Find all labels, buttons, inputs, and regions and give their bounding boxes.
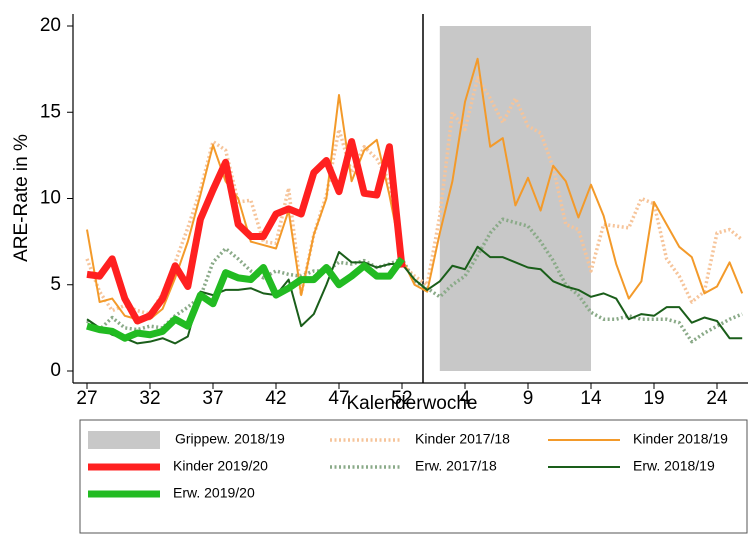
legend-label: Kinder 2019/20 [173, 458, 268, 474]
x-tick-label: 9 [523, 388, 534, 409]
series-line [86, 138, 406, 325]
series-line [86, 256, 405, 342]
y-axis-label: ARE-Rate in % [11, 134, 32, 262]
x-tick-label: 24 [706, 388, 728, 409]
x-tick-label: 14 [580, 388, 602, 409]
legend-box [79, 419, 748, 534]
series-line [85, 76, 744, 316]
x-tick-label: 42 [265, 388, 286, 409]
legend-label: Kinder 2017/18 [415, 431, 510, 447]
shaded-band [439, 26, 591, 371]
x-tick-label: 19 [643, 388, 664, 409]
series-line [86, 57, 744, 321]
x-tick-label: 47 [328, 388, 349, 409]
legend-label: Erw. 2017/18 [415, 458, 497, 474]
x-tick-label: 32 [139, 388, 160, 409]
y-tick-label: 20 [40, 15, 61, 36]
legend-label: Grippew. 2018/19 [175, 431, 285, 447]
y-tick-label: 10 [40, 188, 61, 209]
y-tick-label: 0 [50, 360, 61, 381]
legend-swatch [88, 431, 160, 449]
legend-label: Kinder 2018/19 [633, 431, 728, 447]
x-tick-label: 37 [202, 388, 223, 409]
legend-label: Erw. 2018/19 [633, 458, 715, 474]
x-axis-label: Kalenderwoche [347, 393, 478, 414]
y-tick-label: 15 [40, 101, 61, 122]
legend-label: Erw. 2019/20 [173, 485, 255, 501]
x-tick-label: 52 [391, 388, 412, 409]
y-tick-label: 5 [50, 274, 61, 295]
x-tick-label: 4 [460, 388, 471, 409]
x-tick-label: 27 [76, 388, 97, 409]
